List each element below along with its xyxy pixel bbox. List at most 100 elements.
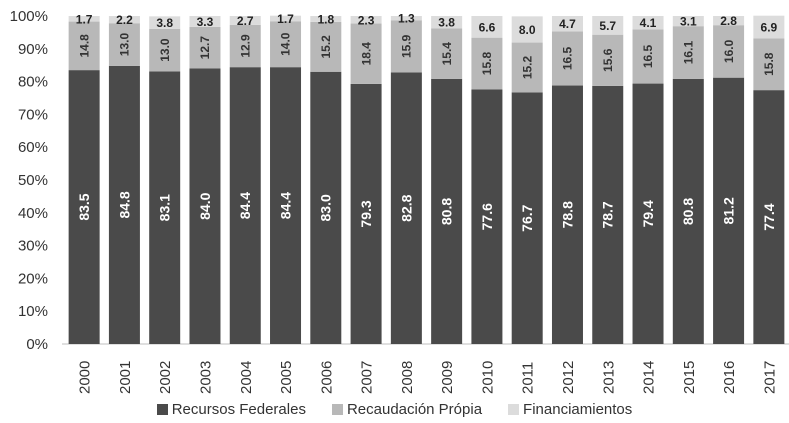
bar-recaudacion-propia bbox=[672, 26, 704, 79]
bar-financiamientos bbox=[672, 16, 704, 27]
data-label-financiamientos: 1.7 bbox=[277, 12, 294, 26]
data-label-recursos-federales: 83.1 bbox=[157, 194, 173, 221]
y-tick-label: 70% bbox=[18, 106, 48, 123]
data-label-financiamientos: 6.6 bbox=[479, 20, 496, 34]
bar-recursos-federales bbox=[68, 70, 100, 345]
y-tick-label: 0% bbox=[26, 336, 48, 353]
x-tick-label: 2016 bbox=[721, 361, 738, 394]
bar-recaudacion-propia bbox=[511, 42, 543, 93]
data-label-recaudacion-propia: 13.0 bbox=[158, 38, 172, 62]
bar-financiamientos bbox=[350, 16, 382, 24]
bar-financiamientos bbox=[551, 16, 583, 32]
bar-recursos-federales bbox=[390, 72, 422, 344]
data-label-financiamientos: 1.8 bbox=[317, 12, 334, 26]
data-label-financiamientos: 2.7 bbox=[237, 14, 254, 28]
data-label-financiamientos: 3.8 bbox=[438, 16, 455, 30]
bar-recaudacion-propia bbox=[270, 21, 302, 68]
bar-stack-2002: 83.1 13.0 3.8 bbox=[149, 16, 181, 344]
x-tick-label: 2013 bbox=[600, 361, 617, 394]
bar-recursos-federales bbox=[229, 67, 261, 344]
y-tick-label: 90% bbox=[18, 41, 48, 58]
bar-recaudacion-propia bbox=[310, 21, 342, 72]
bar-recaudacion-propia bbox=[390, 20, 422, 73]
bar-recaudacion-propia bbox=[632, 29, 664, 84]
bar-stack-2009: 80.8 15.4 3.8 bbox=[431, 16, 463, 344]
data-label-financiamientos: 3.3 bbox=[197, 15, 214, 29]
data-label-recaudacion-propia: 16.1 bbox=[682, 41, 696, 65]
data-label-recursos-federales: 78.7 bbox=[600, 201, 616, 228]
bar-recaudacion-propia bbox=[229, 24, 261, 68]
bar-financiamientos bbox=[310, 16, 342, 22]
bar-recaudacion-propia bbox=[713, 25, 745, 78]
data-label-recaudacion-propia: 14.0 bbox=[279, 32, 293, 56]
bar-financiamientos bbox=[68, 16, 100, 22]
x-tick-label: 2005 bbox=[278, 361, 295, 394]
data-label-recaudacion-propia: 15.9 bbox=[400, 34, 414, 58]
bar-financiamientos bbox=[189, 16, 221, 27]
x-tick-label: 2000 bbox=[77, 361, 94, 394]
legend-swatch-financiamientos bbox=[508, 403, 520, 415]
bar-financiamientos bbox=[390, 16, 422, 21]
y-tick-label: 20% bbox=[18, 270, 48, 287]
data-label-financiamientos: 2.3 bbox=[358, 13, 375, 27]
data-label-recaudacion-propia: 12.7 bbox=[198, 36, 212, 60]
legend-item-financiamientos: Financiamientos bbox=[508, 401, 632, 418]
bar-stack-2011: 76.7 15.2 8.0 bbox=[511, 16, 543, 344]
data-label-recursos-federales: 84.0 bbox=[197, 192, 213, 219]
bar-stack-2012: 78.8 16.5 4.7 bbox=[551, 16, 583, 344]
x-tick-label: 2009 bbox=[439, 361, 456, 394]
data-label-financiamientos: 1.3 bbox=[398, 12, 415, 26]
bar-recursos-federales bbox=[592, 85, 624, 344]
bar-financiamientos bbox=[270, 15, 302, 22]
y-tick-label: 80% bbox=[18, 74, 48, 91]
data-label-recaudacion-propia: 16.0 bbox=[722, 39, 736, 63]
legend-item-recursos-federales: Recursos Federales bbox=[156, 401, 306, 418]
bar-stack-2016: 81.2 16.0 2.8 bbox=[713, 14, 745, 344]
bar-stack-2004: 84.4 12.9 2.7 bbox=[229, 14, 261, 344]
data-label-recaudacion-propia: 15.8 bbox=[480, 52, 494, 76]
bar-recaudacion-propia bbox=[149, 28, 181, 72]
data-label-recaudacion-propia: 13.0 bbox=[118, 33, 132, 57]
x-tick-label: 2003 bbox=[197, 361, 214, 394]
data-label-recursos-federales: 77.6 bbox=[479, 203, 495, 230]
x-tick-label: 2002 bbox=[157, 361, 174, 394]
bar-recaudacion-propia bbox=[471, 37, 503, 90]
data-label-recursos-federales: 84.4 bbox=[277, 192, 293, 219]
bar-recursos-federales bbox=[270, 67, 302, 344]
bar-recursos-federales bbox=[551, 85, 583, 344]
y-tick-label: 40% bbox=[18, 205, 48, 222]
bar-financiamientos bbox=[108, 16, 140, 24]
bar-financiamientos bbox=[511, 16, 543, 43]
y-tick-label: 30% bbox=[18, 238, 48, 255]
y-tick-label: 10% bbox=[18, 303, 48, 320]
x-axis: 2000 2001 2002 2003 2004 2005 2006 2007 2008 2009… bbox=[77, 361, 779, 394]
legend-swatch-recursos-federales bbox=[156, 403, 168, 415]
legend: Recursos Federales Recaudación Própia Fi… bbox=[0, 398, 789, 420]
bar-stack-2015: 80.8 16.1 3.1 bbox=[672, 15, 704, 344]
bar-recaudacion-propia bbox=[350, 23, 382, 84]
data-label-recaudacion-propia: 18.4 bbox=[359, 42, 373, 66]
bar-recursos-federales bbox=[632, 83, 664, 345]
data-label-recursos-federales: 79.3 bbox=[358, 200, 374, 227]
bar-stack-2007: 79.3 18.4 2.3 bbox=[350, 13, 382, 345]
bar-stack-2003: 84.0 12.7 3.3 bbox=[189, 15, 221, 344]
x-tick-label: 2004 bbox=[238, 361, 255, 394]
data-label-recursos-federales: 79.4 bbox=[640, 200, 656, 227]
bar-stack-2005: 84.4 14.0 1.7 bbox=[270, 12, 302, 344]
bar-stack-2010: 77.6 15.8 6.6 bbox=[471, 16, 503, 344]
data-label-financiamientos: 4.7 bbox=[559, 17, 576, 31]
bar-financiamientos bbox=[753, 15, 785, 39]
x-tick-label: 2008 bbox=[399, 361, 416, 394]
bar-financiamientos bbox=[149, 16, 181, 29]
bar-recursos-federales bbox=[753, 90, 785, 345]
bar-recaudacion-propia bbox=[189, 26, 221, 69]
bar-stack-2001: 84.8 13.0 2.2 bbox=[108, 13, 140, 344]
data-label-recaudacion-propia: 16.5 bbox=[641, 45, 655, 69]
data-label-recaudacion-propia: 14.8 bbox=[77, 34, 91, 58]
x-tick-label: 2015 bbox=[681, 361, 698, 394]
bar-stack-2008: 82.8 15.9 1.3 bbox=[390, 12, 422, 344]
bar-financiamientos bbox=[431, 16, 463, 29]
data-label-recaudacion-propia: 15.2 bbox=[520, 55, 534, 79]
x-tick-label: 2006 bbox=[318, 361, 335, 394]
bar-stack-2000: 83.5 14.8 1.7 bbox=[68, 12, 100, 345]
